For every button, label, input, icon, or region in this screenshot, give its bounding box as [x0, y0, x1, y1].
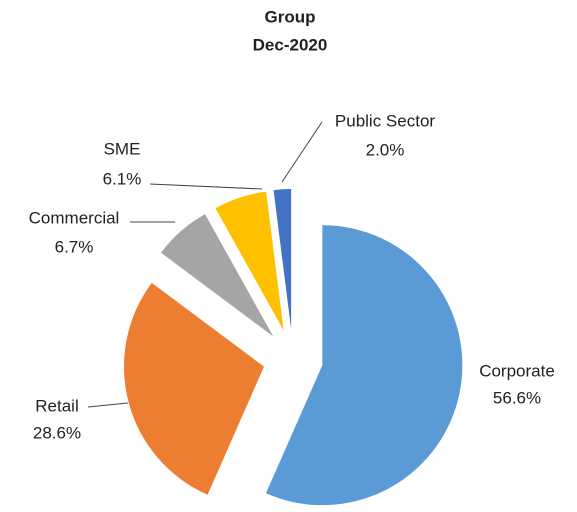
slice-label: Corporate [479, 361, 555, 380]
leader-line [281, 121, 323, 183]
slice-value: 6.7% [55, 237, 94, 256]
leader-line [87, 402, 129, 408]
slice-label: Retail [35, 396, 78, 415]
leader-line [149, 183, 263, 190]
pie-slice [215, 191, 284, 331]
chart-subtitle: Dec-2020 [253, 35, 328, 54]
slice-label: SME [104, 139, 141, 158]
pie-slice [161, 214, 274, 337]
slice-value: 28.6% [33, 423, 81, 442]
slice-value: 56.6% [493, 388, 541, 407]
slice-value: 2.0% [366, 140, 405, 159]
slice-label: Commercial [29, 208, 120, 227]
pie-slice [265, 225, 463, 506]
slice-value: 6.1% [103, 169, 142, 188]
pie-slice [123, 282, 264, 495]
slice-label: Public Sector [335, 111, 435, 130]
chart-title: Group [265, 7, 316, 26]
pie-slice [273, 189, 292, 330]
